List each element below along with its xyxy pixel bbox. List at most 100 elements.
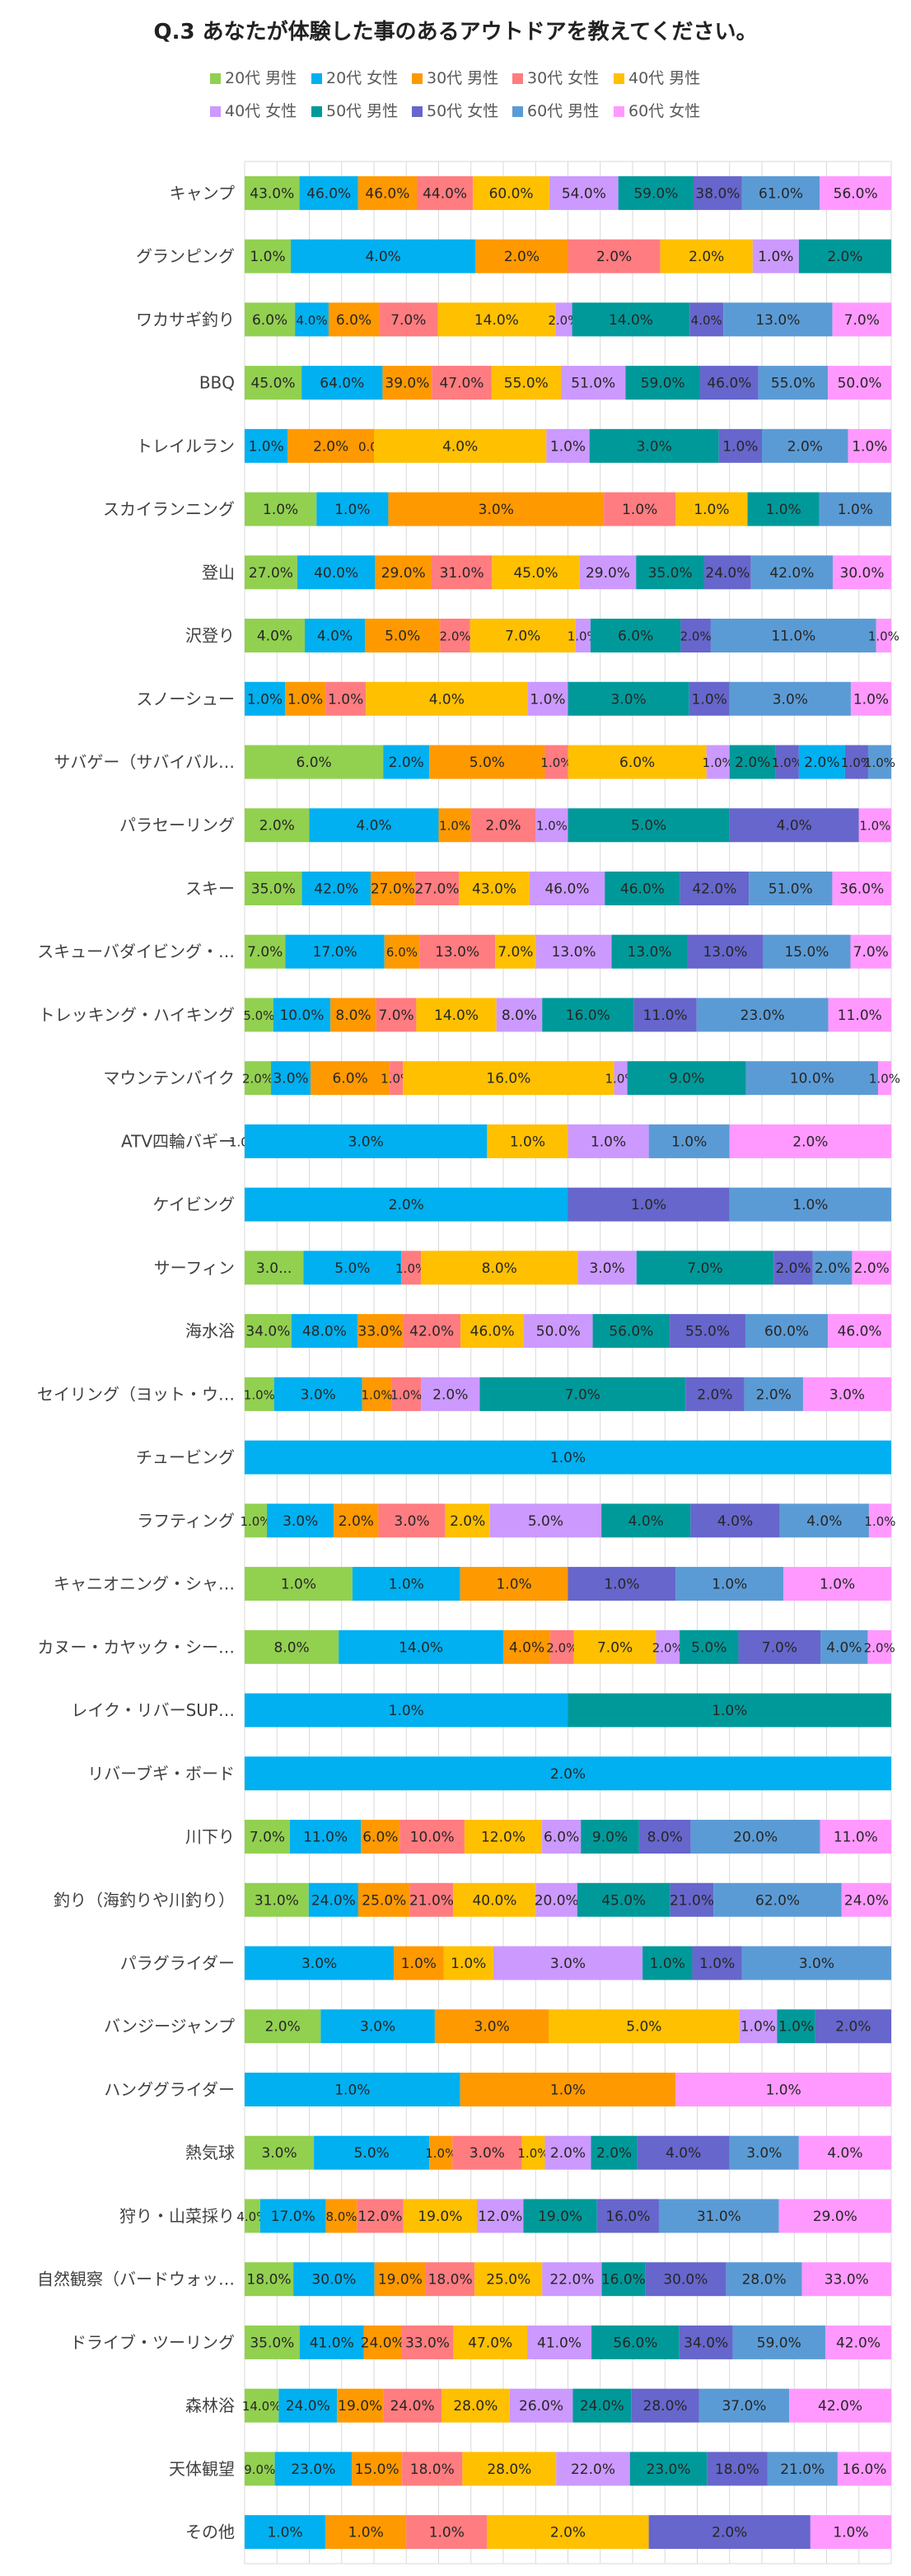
bar-segment (432, 366, 492, 400)
data-label: 4.0% (826, 1639, 862, 1656)
data-label: 6.0% (336, 312, 371, 329)
bar-segment (273, 1377, 362, 1411)
data-label: 4.0% (257, 629, 292, 645)
category-label: キャンプ (170, 183, 235, 203)
bar-segment (503, 1629, 551, 1664)
bar-segment (535, 1882, 577, 1917)
data-label: 1.0% (334, 2082, 370, 2098)
data-label: 17.0% (313, 944, 357, 961)
data-label: 14.0% (242, 2399, 282, 2414)
data-label: 18.0% (428, 2272, 473, 2288)
bar-segment (491, 366, 562, 400)
data-label: 13.0% (628, 944, 672, 961)
data-label: 7.0% (762, 1639, 797, 1656)
data-label: 36.0% (839, 881, 884, 897)
bar-segment (798, 2135, 891, 2170)
bar-segment (758, 366, 829, 400)
bar-segment (636, 1251, 774, 1285)
bar-segment (726, 2262, 802, 2297)
category-label: キャニオニング・シャ… (54, 1574, 235, 1594)
data-label: 33.0% (825, 2272, 869, 2288)
bar-segment (301, 871, 371, 905)
data-label: 28.0% (487, 2461, 531, 2478)
bar-segment (314, 2135, 430, 2170)
category-label: ケイビング (152, 1194, 235, 1214)
data-label: 48.0% (302, 1324, 347, 1340)
data-label: 1.0% (792, 1197, 828, 1213)
data-label: 40.0% (472, 1892, 516, 1909)
bar-segment (732, 2325, 825, 2359)
bar-segment (556, 2452, 630, 2486)
bar-segment (378, 1503, 446, 1538)
bar-segment (798, 745, 845, 779)
bar-segment (739, 2009, 778, 2044)
data-label: 41.0% (310, 2335, 354, 2351)
bar-segment (589, 428, 719, 463)
data-label: 1.0% (244, 1387, 275, 1402)
category-label: 森林浴 (185, 2396, 235, 2415)
data-label: 2.0% (313, 438, 348, 455)
category-label: BBQ (199, 373, 235, 393)
bar-segment (568, 239, 661, 273)
bar-segment (631, 2388, 699, 2423)
data-label: 10.0% (279, 1007, 324, 1024)
data-label: 2.0% (815, 1260, 850, 1277)
data-label: 35.0% (251, 881, 296, 897)
bar-segment (391, 1377, 422, 1411)
data-label: 1.0% (712, 1703, 747, 1719)
bar-segment (561, 366, 626, 400)
data-label: 2.0% (697, 1386, 732, 1403)
bar-segment (729, 681, 851, 716)
bar-segment (245, 1756, 891, 1791)
bar-segment (339, 1629, 503, 1664)
bar-segment (437, 302, 556, 337)
data-label: 47.0% (439, 376, 484, 392)
bar-segment (618, 175, 694, 210)
bar-segment (245, 2325, 300, 2359)
bar-segment (352, 2452, 403, 2486)
data-label: 1.0% (591, 1134, 626, 1150)
bar-segment (325, 2515, 407, 2550)
data-label: 7.0% (390, 312, 426, 329)
category-label: トレッキング・ハイキング (39, 1005, 235, 1025)
data-label: 19.0% (538, 2209, 582, 2225)
bar-segment (581, 1820, 639, 1854)
bar-segment (245, 1440, 891, 1475)
data-label: 51.0% (769, 881, 813, 897)
data-label: 1.0% (249, 438, 284, 455)
data-label: 9.0% (592, 1830, 628, 1846)
bar-segment (366, 681, 528, 716)
data-label: 9.0% (669, 1071, 704, 1087)
category-label: 釣り（海釣りや川釣り） (54, 1890, 235, 1910)
data-label: 21.0% (780, 2461, 825, 2478)
bar-segment (841, 1882, 891, 1917)
bar-segment (320, 2009, 435, 2044)
bar-segment (363, 2325, 402, 2359)
bar-segment (245, 2199, 260, 2233)
data-label: 24.0% (580, 2398, 624, 2415)
bar-segment (656, 1629, 680, 1664)
bar-segment (867, 1629, 891, 1664)
data-label: 4.0% (356, 818, 391, 835)
data-label: 13.0% (703, 944, 747, 961)
data-label: 1.0% (841, 755, 872, 770)
data-label: 47.0% (468, 2335, 512, 2351)
legend-swatch (412, 73, 423, 84)
data-label: 7.0% (853, 944, 889, 961)
bar-segment (524, 1314, 593, 1349)
data-label: 16.0% (842, 2461, 886, 2478)
data-label: 3.0% (773, 691, 808, 708)
bar-segment (744, 1377, 803, 1411)
bar-segment (245, 1124, 488, 1158)
data-label: 1.0% (550, 2082, 586, 2098)
category-label: レイク・リバーSUP… (71, 1700, 235, 1720)
data-label: 27.0% (371, 881, 415, 897)
data-label: 1.0% (766, 502, 801, 518)
data-label: 3.0% (301, 1956, 337, 1972)
bar-segment (828, 1314, 891, 1349)
bar-segment (299, 2325, 364, 2359)
bar-segment (627, 1061, 746, 1096)
data-label: 1.0% (712, 1577, 747, 1593)
data-label: 5.0% (354, 2145, 390, 2162)
data-label: 3.0% (301, 1386, 336, 1403)
